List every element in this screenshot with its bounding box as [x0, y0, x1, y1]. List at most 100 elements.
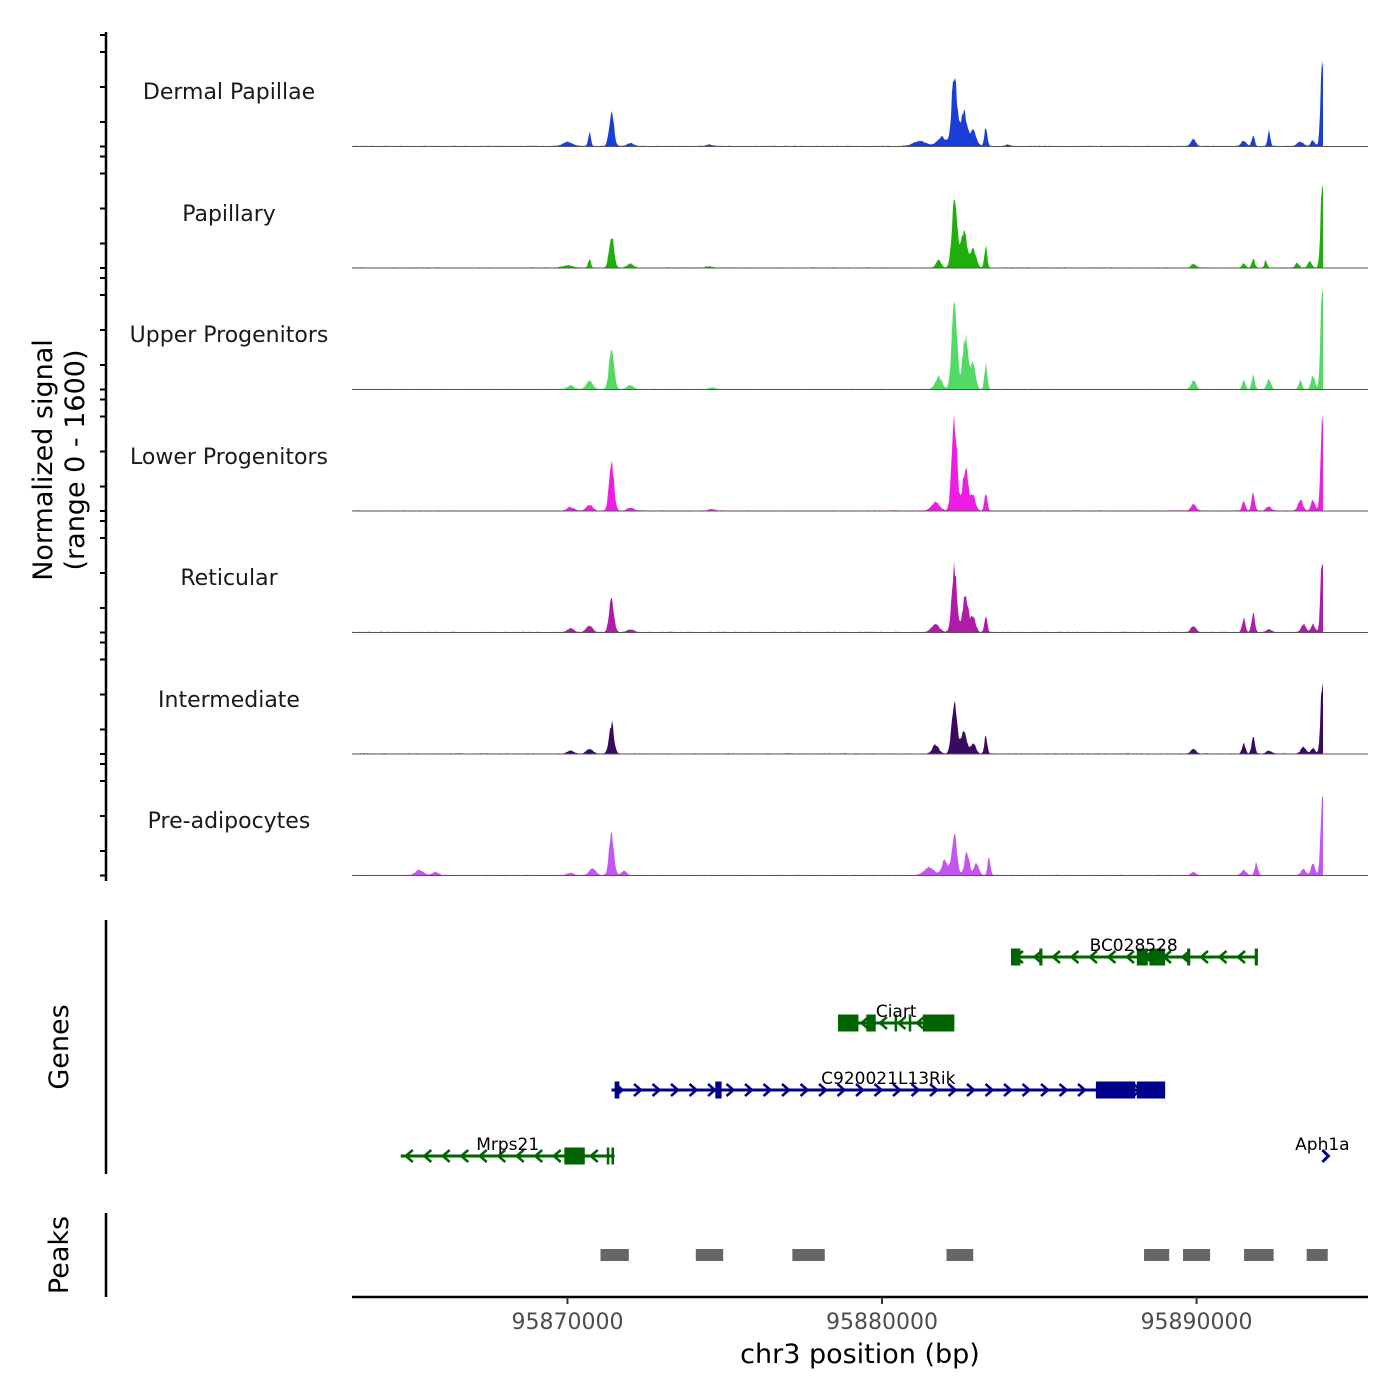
strand-arrow-icon: [1088, 950, 1098, 964]
track-label: Papillary: [182, 202, 276, 227]
peak-region: [946, 1249, 974, 1261]
strand-arrow-icon: [1021, 1083, 1032, 1097]
gene-exon: [1136, 1081, 1166, 1099]
strand-arrow-icon: [1032, 950, 1043, 964]
strand-arrow-icon: [551, 1149, 562, 1163]
gene-label: Aph1a: [1295, 1135, 1349, 1155]
coverage-track-pre-adipocytes: [352, 796, 1368, 876]
gene-exon: [1187, 948, 1191, 966]
strand-arrow-icon: [1236, 950, 1246, 964]
coverage-area: [352, 682, 1323, 754]
strand-arrow-icon: [1199, 950, 1209, 964]
gene-label: Mrps21: [476, 1135, 539, 1155]
track-label: Dermal Papillae: [143, 80, 315, 105]
gene-label: C920021L13Rik: [821, 1069, 955, 1089]
strand-arrow-icon: [1040, 1083, 1050, 1097]
coverage-track-intermediate: [352, 682, 1368, 755]
gene-bc028528[interactable]: BC028528: [1010, 936, 1258, 966]
track-label: Reticular: [180, 566, 278, 591]
strand-arrow-icon: [873, 1083, 884, 1097]
strand-arrow-icon: [915, 1016, 925, 1030]
strand-arrow-icon: [440, 1149, 451, 1163]
coverage-tracks: [352, 60, 1368, 876]
coverage-track-lower-progenitors: [352, 414, 1368, 512]
strand-arrow-icon: [633, 1083, 643, 1097]
strand-arrow-icon: [514, 1149, 525, 1163]
strand-arrow-icon: [670, 1083, 680, 1097]
gene-exon: [894, 1014, 898, 1032]
peak-region: [792, 1249, 825, 1261]
peak-region: [1306, 1249, 1328, 1261]
strand-arrow-icon: [896, 1016, 907, 1030]
peak-region: [695, 1249, 724, 1261]
strand-arrow-icon: [496, 1149, 507, 1163]
coverage-track-reticular: [352, 561, 1368, 633]
strand-arrow-icon: [878, 1016, 888, 1030]
peak-region: [1244, 1249, 1274, 1261]
gene-exon: [1254, 948, 1258, 966]
coverage-track-upper-progenitors: [352, 288, 1368, 390]
strand-arrow-icon: [477, 1149, 488, 1163]
strand-arrow-icon: [707, 1083, 717, 1097]
gene-exon: [606, 1147, 610, 1165]
strand-arrow-icon: [836, 1083, 847, 1097]
track-label: Pre-adipocytes: [148, 809, 311, 834]
strand-arrow-icon: [459, 1149, 470, 1163]
gene-c920021l13rik[interactable]: C920021L13Rik: [611, 1069, 1166, 1099]
strand-arrow-icon: [1069, 950, 1080, 964]
peak-region: [1183, 1249, 1211, 1261]
strand-arrow-icon: [859, 1016, 870, 1030]
strand-arrow-icon: [781, 1083, 791, 1097]
peak-region: [1144, 1249, 1170, 1261]
strand-arrow-icon: [744, 1083, 754, 1097]
coverage-track-papillary: [352, 184, 1368, 269]
strand-arrow-icon: [651, 1083, 662, 1097]
strand-arrow-icon: [984, 1083, 995, 1097]
strand-arrow-icon: [929, 1083, 939, 1097]
gene-exon: [1039, 948, 1043, 966]
x-tick-label: 95870000: [511, 1310, 623, 1335]
x-axis-ticks: 95870000 95880000 95890000: [511, 1297, 1253, 1335]
coverage-area: [352, 184, 1323, 268]
gene-exon: [1095, 1081, 1136, 1099]
strand-arrow-icon: [422, 1149, 433, 1163]
x-axis-title: chr3 position (bp): [740, 1339, 980, 1370]
strand-arrow-icon: [1125, 950, 1135, 964]
strand-arrow-icon: [725, 1083, 736, 1097]
strand-arrow-icon: [1051, 950, 1061, 964]
y-axis-title-line2: (range 0 - 1600): [60, 350, 91, 571]
strand-arrow-icon: [947, 1083, 958, 1097]
strand-arrow-icon: [588, 1149, 599, 1163]
strand-arrow-icon: [892, 1083, 902, 1097]
gene-exon: [1010, 948, 1021, 966]
strand-arrow-icon: [818, 1083, 828, 1097]
strand-arrow-icon: [1321, 1148, 1331, 1164]
gene-exon: [837, 1014, 859, 1032]
gene-aph1a[interactable]: Aph1a: [1295, 1135, 1350, 1164]
strand-arrow-icon: [855, 1083, 865, 1097]
gene-mrps21[interactable]: Mrps21: [400, 1135, 615, 1165]
track-label: Lower Progenitors: [130, 445, 328, 470]
strand-arrow-icon: [910, 1083, 921, 1097]
y-axis-title: Normalized signal (range 0 - 1600): [28, 339, 91, 581]
peaks-track-title: Peaks: [44, 1216, 75, 1294]
gene-ciart[interactable]: Ciart: [837, 1002, 955, 1032]
strand-arrow-icon: [1106, 950, 1117, 964]
coverage-area: [352, 60, 1323, 147]
strand-arrow-icon: [1058, 1083, 1069, 1097]
coverage-area: [352, 796, 1323, 876]
genes-track: BC028528 Ciart C920021L13Rik Mrps21 Aph1a: [400, 936, 1350, 1165]
strand-arrow-icon: [1003, 1083, 1013, 1097]
gene-exon: [908, 1014, 912, 1032]
strand-arrow-icon: [762, 1083, 773, 1097]
strand-arrow-icon: [1077, 1083, 1087, 1097]
gene-label: Ciart: [876, 1002, 917, 1022]
x-tick-label: 95880000: [826, 1310, 938, 1335]
strand-arrow-icon: [1217, 950, 1228, 964]
track-label: Intermediate: [158, 688, 300, 713]
gene-exon: [866, 1014, 876, 1032]
strand-arrow-icon: [688, 1083, 699, 1097]
strand-arrow-icon: [799, 1083, 810, 1097]
strand-arrow-icon: [403, 1149, 414, 1163]
